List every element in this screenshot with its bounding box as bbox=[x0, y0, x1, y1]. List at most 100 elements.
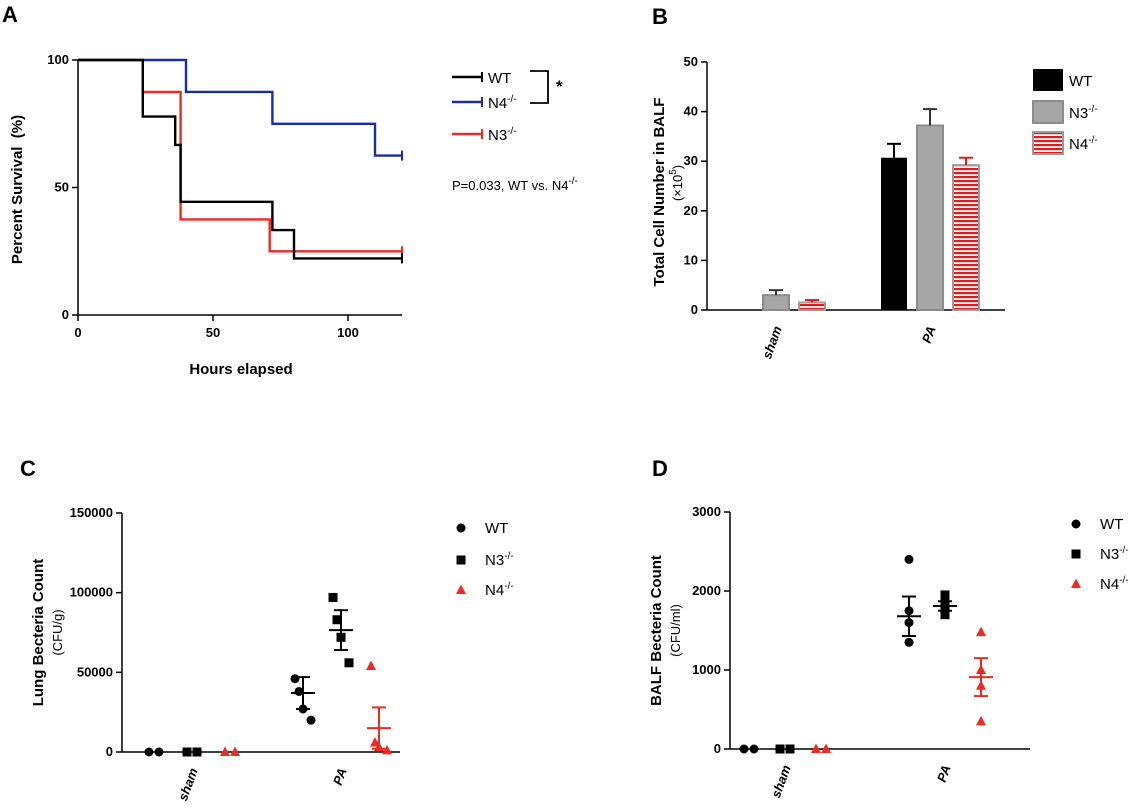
data-point-n3 bbox=[328, 592, 338, 602]
legend-marker-wt bbox=[1071, 519, 1081, 529]
y-tick-label: 100000 bbox=[70, 585, 113, 600]
data-point-n3 bbox=[182, 747, 192, 757]
data-point-wt bbox=[154, 747, 164, 757]
legend-name: N4 bbox=[1069, 136, 1088, 153]
p-value-text: P=0.033, WT vs. N4 bbox=[452, 178, 568, 193]
legend-label-n4: N4-/- bbox=[488, 94, 517, 112]
x-axis-title: Hours elapsed bbox=[189, 361, 292, 378]
data-point-n4 bbox=[811, 743, 821, 753]
y-tick-label: 0 bbox=[691, 302, 698, 317]
legend-marker-n3 bbox=[1071, 549, 1081, 559]
legend-label-wt: WT bbox=[485, 520, 508, 537]
x-tick-label: 50 bbox=[206, 325, 220, 340]
category-label-pa: PA bbox=[919, 324, 939, 345]
legend-name: N4 bbox=[485, 582, 504, 599]
data-point-wt bbox=[290, 674, 300, 684]
legend-swatch-wt bbox=[1033, 69, 1063, 91]
legend-name: N4 bbox=[1100, 576, 1119, 593]
survival-chart: 0 50 100 0 50 100 Hours elapsed Percent Surviva… bbox=[9, 52, 578, 378]
legend-name: WT bbox=[488, 70, 511, 87]
bar-n3-sham bbox=[762, 294, 790, 311]
data-point-wt bbox=[739, 744, 749, 754]
bar-wt-pa bbox=[881, 157, 907, 310]
data-point-n3 bbox=[940, 610, 950, 620]
legend-superscript: -/- bbox=[507, 94, 516, 105]
legend-name: WT bbox=[1069, 73, 1092, 90]
y-tick-label: 50000 bbox=[77, 664, 113, 679]
bar-n4-pa bbox=[952, 164, 980, 311]
legend-name: N3 bbox=[1100, 546, 1119, 563]
y-axis-title: Percent Survival (%) bbox=[9, 115, 26, 264]
data-point-wt bbox=[306, 715, 316, 725]
data-point-n4 bbox=[976, 626, 986, 637]
y-tick-label: 0 bbox=[106, 744, 113, 759]
x-tick-label: 0 bbox=[74, 325, 81, 340]
category-label-pa: PA bbox=[330, 766, 350, 787]
legend-label-n3: N3-/- bbox=[488, 126, 517, 144]
data-point-n4 bbox=[382, 744, 392, 755]
p-value-annotation: P=0.033, WT vs. N4-/- bbox=[452, 176, 578, 193]
legend-label-wt: WT bbox=[1069, 73, 1092, 90]
panel-letter-a: A bbox=[2, 2, 18, 27]
significance-star: * bbox=[556, 77, 563, 96]
legend-name: N3 bbox=[1069, 105, 1088, 122]
legend-superscript: -/- bbox=[1119, 575, 1128, 586]
data-point-n3 bbox=[332, 615, 342, 625]
y-axis-unit: (×105) bbox=[668, 165, 685, 201]
panel-letter-d: D bbox=[652, 456, 668, 481]
y-axis-title: BALF Becteria Count bbox=[648, 555, 665, 706]
cell-number-bar-chart: 0 10 20 30 40 50 Total Cell Number in BALF (×10… bbox=[651, 54, 1098, 361]
survival-line-n4 bbox=[78, 58, 402, 157]
y-tick-label: 30 bbox=[684, 153, 698, 168]
legend-marker-n4 bbox=[456, 584, 466, 594]
legend-label-n4: N4-/- bbox=[1069, 135, 1098, 153]
y-tick-label: 50 bbox=[684, 54, 698, 69]
legend-name: WT bbox=[485, 520, 508, 537]
y-axis-unit-close: ) bbox=[670, 165, 685, 169]
bar-n4-sham bbox=[798, 301, 826, 311]
survival-line-wt bbox=[78, 58, 402, 260]
data-point-wt bbox=[904, 554, 914, 564]
data-point-n4 bbox=[230, 746, 240, 756]
x-tick-label: 100 bbox=[337, 325, 359, 340]
y-axis-title: Total Cell Number in BALF bbox=[651, 98, 668, 287]
legend-label-wt: WT bbox=[488, 70, 511, 87]
survival-line-n3 bbox=[78, 58, 402, 253]
data-point-n4 bbox=[220, 746, 230, 756]
category-label-sham: sham bbox=[759, 323, 785, 360]
y-tick-label: 0 bbox=[62, 307, 69, 322]
legend-marker-n4 bbox=[1071, 578, 1081, 588]
y-tick-label: 150000 bbox=[70, 505, 113, 520]
legend-label-n4: N4-/- bbox=[485, 581, 514, 599]
legend-superscript: -/- bbox=[1119, 545, 1128, 556]
legend-label-n3: N3-/- bbox=[1100, 545, 1129, 563]
data-point-n3 bbox=[775, 744, 785, 754]
y-axis-title: Lung Becteria Count bbox=[30, 559, 47, 707]
y-axis-unit-superscript: 5 bbox=[668, 169, 679, 175]
data-point-n3 bbox=[785, 744, 795, 754]
data-point-n3 bbox=[940, 590, 950, 600]
data-point-n3 bbox=[344, 658, 354, 668]
legend-superscript: -/- bbox=[504, 551, 513, 562]
y-tick-label: 10 bbox=[684, 252, 698, 267]
balf-bacteria-scatter-chart: 0 1000 2000 3000 BALF Becteria Count (CFU/ml)… bbox=[648, 504, 1129, 800]
bar-n3-pa bbox=[916, 124, 944, 311]
legend-label-wt: WT bbox=[1100, 516, 1123, 533]
legend-label-n3: N3-/- bbox=[1069, 104, 1098, 122]
data-point-n4 bbox=[370, 736, 380, 747]
panel-letter-c: C bbox=[20, 456, 36, 481]
legend-marker-wt bbox=[456, 523, 466, 533]
legend-superscript: -/- bbox=[1088, 135, 1097, 146]
legend-name: N4 bbox=[488, 95, 507, 112]
legend-label-n4: N4-/- bbox=[1100, 575, 1129, 593]
y-axis-unit: (CFU/g) bbox=[50, 609, 65, 655]
y-tick-label: 100 bbox=[47, 52, 69, 67]
data-point-wt bbox=[749, 744, 759, 754]
category-label-sham: sham bbox=[768, 762, 794, 799]
data-point-n3 bbox=[192, 747, 202, 757]
y-axis-unit: (CFU/ml) bbox=[668, 604, 683, 657]
y-axis-unit-text: (×10 bbox=[670, 175, 685, 201]
legend-swatch-n3 bbox=[1032, 100, 1064, 124]
p-value-superscript: -/- bbox=[568, 176, 577, 187]
